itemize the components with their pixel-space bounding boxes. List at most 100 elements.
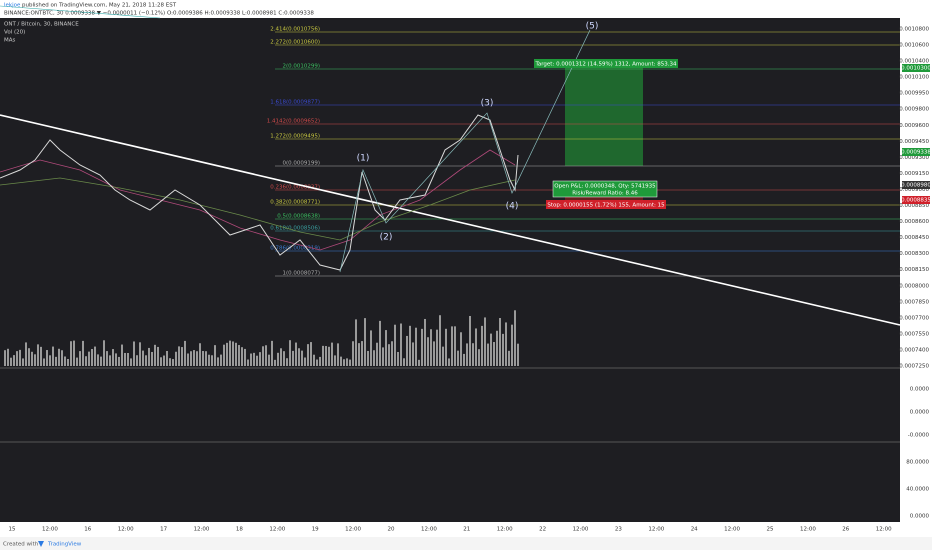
- volume-bar: [163, 355, 165, 366]
- time-axis-label: 21: [463, 527, 470, 533]
- volume-bar: [268, 354, 270, 366]
- fib-label: 2.414(0.0010756): [270, 27, 320, 33]
- volume-bar: [208, 354, 210, 366]
- volume-bar: [445, 328, 447, 366]
- volume-bar: [133, 341, 135, 366]
- volume-bar: [250, 353, 252, 366]
- volume-bar: [202, 350, 204, 366]
- fib-label: 2(0.0010299): [282, 64, 320, 70]
- volume-bar: [448, 358, 450, 366]
- volume-bar: [193, 350, 195, 366]
- volume-bar: [238, 345, 240, 366]
- price-axis-label: 0.0009000: [899, 187, 929, 193]
- price-axis-label: 0.0008850: [899, 203, 929, 209]
- volume-bar: [490, 333, 492, 366]
- volume-bar: [505, 322, 507, 366]
- volume-bar: [466, 343, 468, 366]
- fib-label: 0(0.0009199): [282, 161, 320, 167]
- time-axis-label: 17: [160, 527, 167, 533]
- wave-label: (5): [586, 22, 599, 32]
- price-axis-label: 0.0009300: [899, 155, 929, 161]
- published: published on TradingView.com, May 21, 20…: [22, 3, 177, 9]
- price-axis-area: [900, 18, 932, 537]
- volume-bar: [4, 350, 6, 366]
- volume-bar: [82, 340, 84, 366]
- legend-volume: Vol (20): [4, 30, 25, 36]
- volume-bar: [451, 326, 453, 366]
- volume-bar: [142, 350, 144, 366]
- volume-bar: [367, 350, 369, 366]
- volume-bar: [394, 324, 396, 366]
- time-axis-label: 24: [691, 527, 698, 533]
- volume-bar: [52, 346, 54, 366]
- volume-bar: [130, 358, 132, 366]
- wave-label: (3): [481, 99, 494, 109]
- volume-bar: [502, 333, 504, 366]
- volume-bar: [100, 356, 102, 366]
- volume-bar: [109, 355, 111, 366]
- volume-bar: [97, 354, 99, 366]
- volume-bar: [457, 350, 459, 366]
- author[interactable]: lekjoe: [4, 3, 21, 9]
- price-axis-label: 0.0008450: [899, 235, 929, 241]
- volume-bar: [262, 346, 264, 366]
- volume-bar: [436, 329, 438, 366]
- price-axis-label: 0.0010800: [899, 27, 929, 33]
- volume-bar: [76, 357, 78, 366]
- price-badge-text: 0.0010300: [901, 66, 931, 72]
- volume-bar: [463, 353, 465, 366]
- fib-lines: 2.414(0.0010756) 2.272(0.0010600) 2(0.0010…: [267, 27, 900, 277]
- price-badge-text: 0.0008980: [901, 183, 931, 189]
- time-axis-label: 12:00: [724, 527, 740, 533]
- volume-bar: [34, 354, 36, 366]
- volume-bar: [325, 346, 327, 366]
- volume-bar: [112, 349, 114, 366]
- time-axis-label: 20: [388, 527, 395, 533]
- volume-bar: [79, 351, 81, 366]
- volume-bar: [223, 344, 225, 366]
- volume-bar: [484, 317, 486, 366]
- price-axis-label: 0.0007850: [899, 299, 929, 305]
- symbol-line: BINANCE:ONTBTC, 30 0.0009338 ▼ −0.000001…: [4, 11, 314, 17]
- price-badge: [902, 196, 930, 204]
- volume-bar: [427, 337, 429, 366]
- wave-label: (2): [380, 233, 393, 243]
- ma-line: [0, 177, 516, 241]
- time-axis-label: 12:00: [421, 527, 437, 533]
- volume-bar: [58, 348, 60, 366]
- volume-bar: [28, 348, 30, 366]
- price-badge-text: 0.0009338: [901, 150, 931, 156]
- wave-path: [339, 29, 591, 273]
- fib-label: 1.272(0.0009495): [270, 134, 320, 140]
- volume-bar: [307, 344, 309, 366]
- volume-bar: [121, 344, 123, 366]
- time-axis-label: 22: [539, 527, 546, 533]
- volume-bar: [460, 332, 462, 366]
- fib-label: 1(0.0008077): [282, 271, 320, 277]
- volume-bar: [496, 330, 498, 366]
- fib-label: 1.618(0.0009877): [270, 100, 320, 106]
- volume-bar: [187, 353, 189, 366]
- time-axis-label: 12:00: [573, 527, 589, 533]
- volume-bar: [217, 357, 219, 366]
- time-axis-label: 12:00: [269, 527, 285, 533]
- time-axis-label: 15: [9, 527, 16, 533]
- volume-bar: [70, 341, 72, 366]
- volume-bar: [292, 350, 294, 366]
- legend-mas: MAs: [4, 38, 16, 44]
- volume-bar: [349, 359, 351, 366]
- ma-line: [0, 149, 516, 251]
- time-axis-label: 26: [842, 527, 849, 533]
- volume-bar: [94, 346, 96, 366]
- volume-bar: [73, 340, 75, 366]
- time-axis-label: 12:00: [194, 527, 210, 533]
- volume-bar: [313, 354, 315, 366]
- volume-bar: [508, 350, 510, 366]
- volume-bar: [118, 356, 120, 366]
- volume-bar: [481, 325, 483, 366]
- volume-bar: [334, 355, 336, 366]
- footer-brand[interactable]: TradingView: [47, 542, 82, 548]
- indicator-axis-label: 40.0000: [906, 487, 929, 493]
- volume-bar: [298, 348, 300, 366]
- volume-bar: [352, 341, 354, 366]
